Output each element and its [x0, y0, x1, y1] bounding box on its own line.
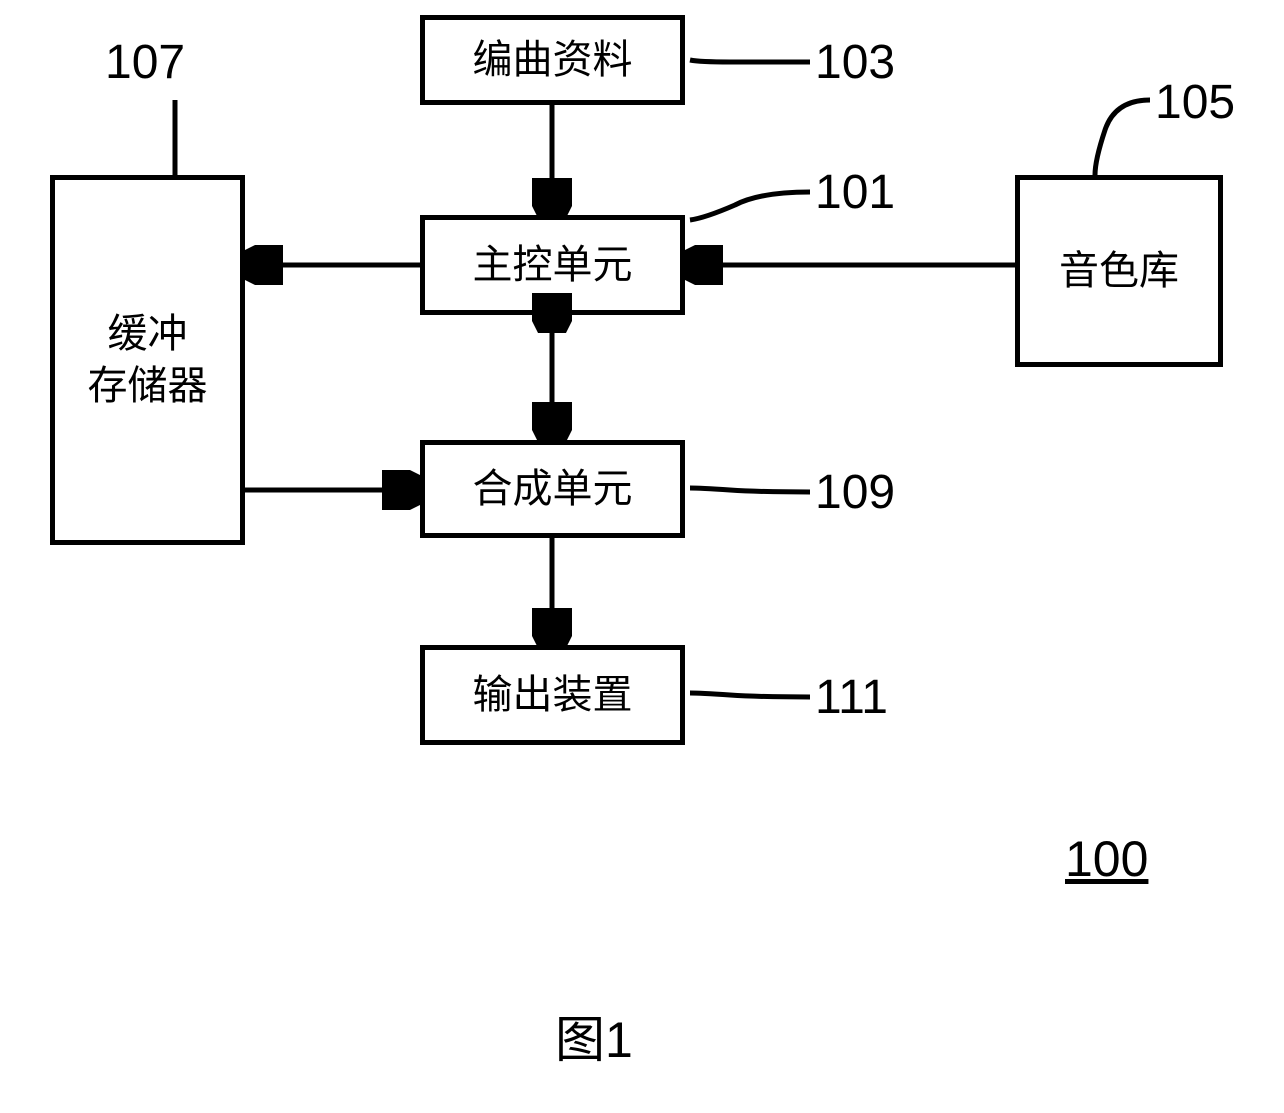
- node-synthesis-unit: 合成单元: [420, 440, 685, 538]
- node-buffer-memory: 缓冲 存储器: [50, 175, 245, 545]
- diagram-connectors: [0, 0, 1284, 1113]
- node-main-control-unit: 主控单元: [420, 215, 685, 315]
- ref-label-105: 105: [1155, 75, 1235, 130]
- ref-label-109: 109: [815, 465, 895, 520]
- node-label: 输出装置: [473, 669, 633, 721]
- ref-label-101: 101: [815, 165, 895, 220]
- node-label: 主控单元: [473, 239, 633, 291]
- ref-label-111: 111: [815, 670, 888, 725]
- ref-label-107: 107: [105, 35, 185, 90]
- node-label: 合成单元: [473, 463, 633, 515]
- node-output-device: 输出装置: [420, 645, 685, 745]
- figure-number: 100: [1065, 830, 1148, 888]
- ref-label-103: 103: [815, 35, 895, 90]
- node-label: 音色库: [1059, 245, 1179, 297]
- node-label: 缓冲 存储器: [88, 308, 208, 412]
- node-timbre-library: 音色库: [1015, 175, 1223, 367]
- node-label: 编曲资料: [473, 34, 633, 86]
- node-arrangement-data: 编曲资料: [420, 15, 685, 105]
- figure-caption: 图1: [555, 1000, 633, 1072]
